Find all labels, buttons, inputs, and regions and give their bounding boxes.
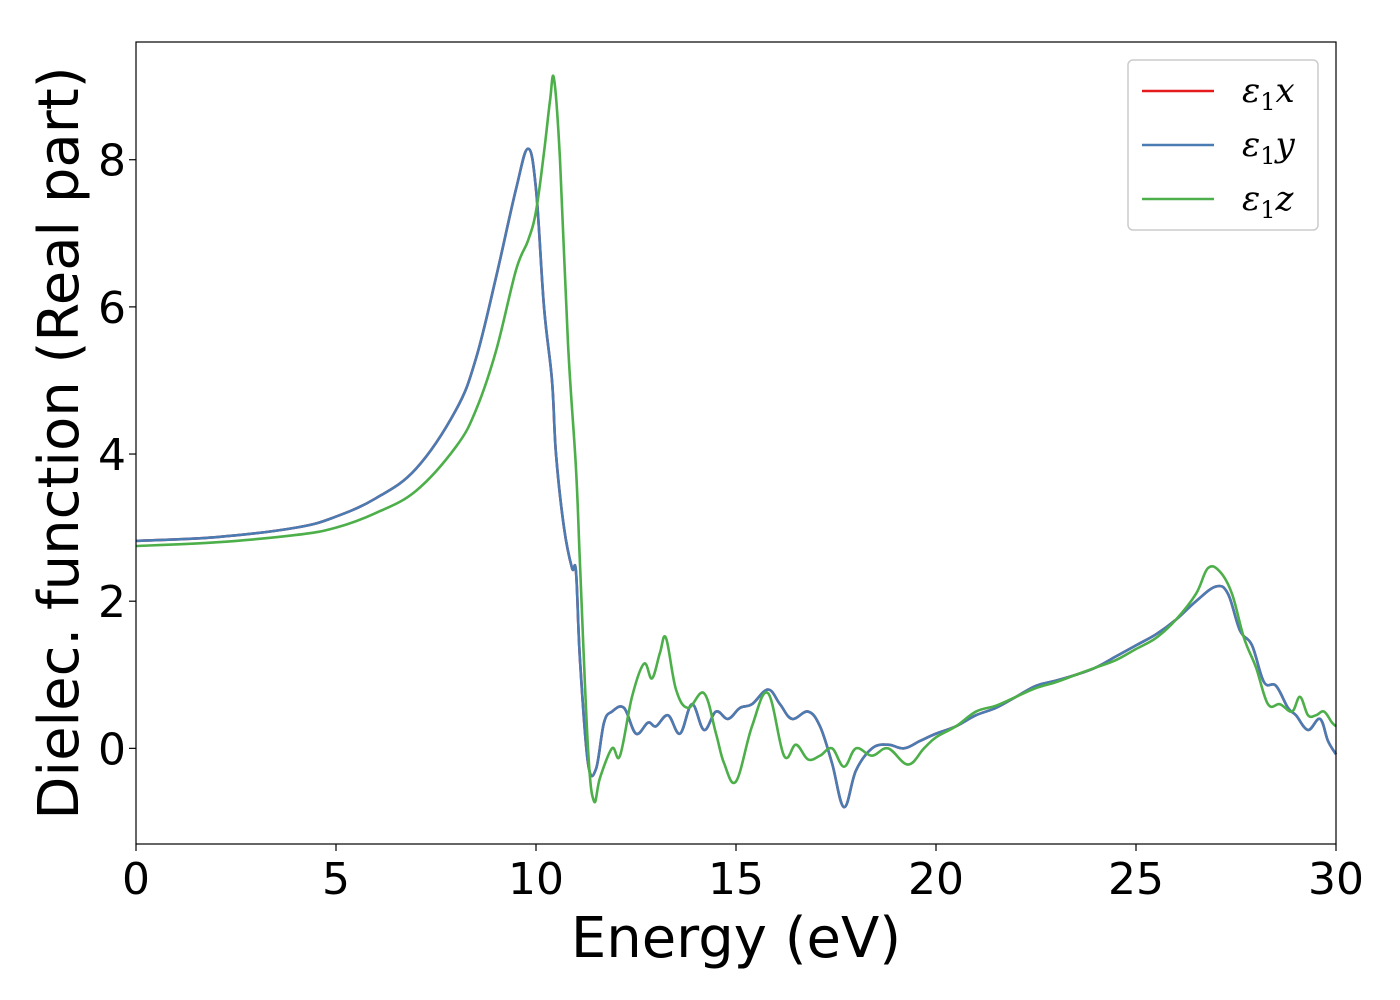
- x-tick-label: 25: [1108, 854, 1164, 905]
- x-tick-label: 5: [322, 854, 350, 905]
- x-tick-label: 10: [508, 854, 564, 905]
- series-layer: [135, 74, 1338, 809]
- x-axis-label: Energy (eV): [571, 906, 901, 971]
- y-axis-ticks: 0 2 4 6 8: [98, 136, 136, 775]
- x-tick-label: 20: [908, 854, 964, 905]
- x-axis-ticks: 0 5 10 15 20 25 30: [122, 844, 1364, 905]
- legend-label-y: ε1y: [1242, 125, 1296, 170]
- legend-box: [1127, 59, 1319, 231]
- x-tick-label: 30: [1308, 854, 1364, 905]
- legend: ε1x ε1y ε1z: [1127, 59, 1319, 231]
- legend-label-z: ε1z: [1242, 179, 1295, 224]
- y-tick-label: 2: [98, 577, 126, 628]
- series-line-y: [135, 147, 1338, 809]
- y-axis-label: Dielec. function (Real part): [27, 66, 92, 819]
- y-tick-label: 8: [98, 136, 126, 187]
- legend-label-x: ε1x: [1242, 71, 1295, 116]
- y-tick-label: 4: [98, 430, 126, 481]
- y-tick-label: 6: [98, 283, 126, 334]
- x-tick-label: 15: [708, 854, 764, 905]
- x-tick-label: 0: [122, 854, 150, 905]
- y-tick-label: 0: [98, 724, 126, 775]
- series-line-z: [135, 74, 1337, 804]
